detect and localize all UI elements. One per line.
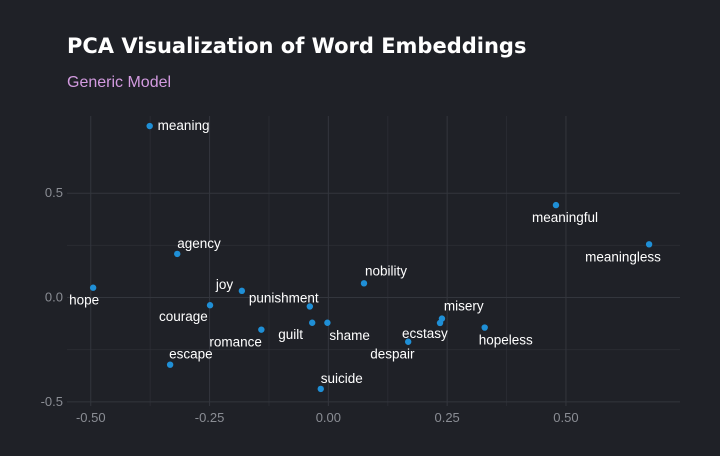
x-tick-label: -0.25 (195, 410, 225, 425)
axis-ticks: -0.50 -0.25 0.00 0.25 0.50 -0.5 0.0 0.5 (41, 185, 579, 425)
point-label: misery (444, 299, 484, 314)
point-label: despair (370, 347, 415, 362)
data-point (258, 326, 265, 333)
x-tick-label: 0.50 (553, 410, 578, 425)
data-point (309, 319, 316, 326)
point-label: meaningless (585, 249, 661, 264)
x-tick-label: 0.00 (316, 410, 341, 425)
data-point (306, 303, 314, 310)
point-label: courage (159, 309, 208, 324)
point-label: joy (215, 277, 234, 292)
data-point (552, 201, 560, 209)
data-point (324, 319, 331, 326)
data-point (238, 287, 246, 295)
chart-subtitle: Generic Model (67, 74, 172, 91)
point-label: shame (329, 328, 370, 343)
point-label: suicide (321, 371, 363, 386)
data-point (360, 280, 368, 287)
data-point (166, 361, 174, 368)
point-label: hopeless (479, 333, 533, 348)
grid (67, 116, 680, 406)
point-label: nobility (365, 263, 407, 278)
point-label: guilt (278, 327, 303, 342)
point-label: meaningful (532, 210, 598, 225)
point-labels: meaning meaningful meaningless agency hope jo… (69, 118, 661, 386)
data-point (89, 284, 97, 291)
data-point (481, 324, 488, 331)
data-point (645, 241, 653, 248)
y-tick-label: 0.5 (45, 185, 63, 200)
point-label: escape (169, 347, 213, 362)
chart-title: PCA Visualization of Word Embeddings (67, 34, 527, 58)
y-tick-label: -0.5 (41, 394, 63, 409)
data-points (89, 122, 653, 393)
data-point (174, 250, 181, 258)
data-point (146, 122, 153, 130)
y-tick-label: 0.0 (45, 290, 63, 305)
point-label: punishment (249, 290, 319, 305)
data-point (436, 319, 444, 327)
point-label: agency (177, 236, 221, 251)
point-label: meaning (158, 118, 210, 133)
x-tick-label: -0.50 (76, 410, 106, 425)
point-label: ecstasy (402, 326, 448, 341)
data-point (404, 338, 412, 345)
data-point (317, 385, 324, 393)
data-point (206, 302, 214, 309)
point-label: romance (209, 335, 262, 350)
point-label: hope (69, 293, 99, 308)
x-tick-label: 0.25 (434, 410, 459, 425)
